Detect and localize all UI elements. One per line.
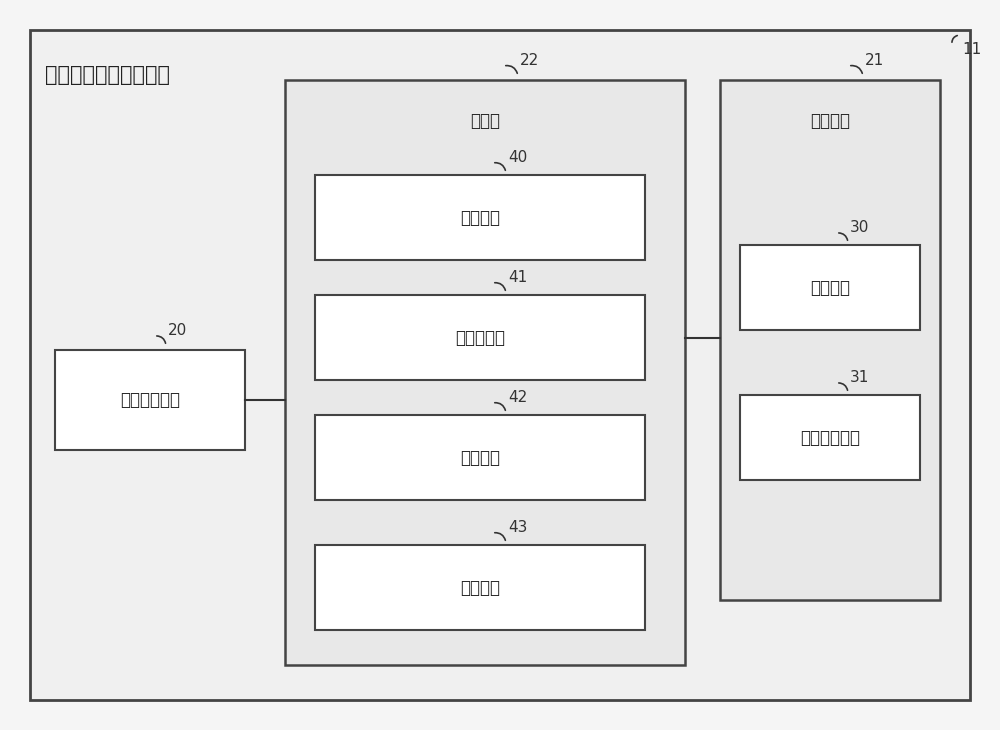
Text: 22: 22 xyxy=(520,53,539,68)
FancyBboxPatch shape xyxy=(315,545,645,630)
Text: 生产调度计划支持设备: 生产调度计划支持设备 xyxy=(45,65,170,85)
FancyBboxPatch shape xyxy=(30,30,970,700)
FancyBboxPatch shape xyxy=(55,350,245,450)
Text: 项目配置信息: 项目配置信息 xyxy=(800,429,860,447)
Text: 21: 21 xyxy=(865,53,884,68)
Text: 控制器: 控制器 xyxy=(470,112,500,130)
FancyBboxPatch shape xyxy=(720,80,940,600)
FancyBboxPatch shape xyxy=(740,245,920,330)
Text: 41: 41 xyxy=(508,270,527,285)
Text: 42: 42 xyxy=(508,390,527,405)
FancyBboxPatch shape xyxy=(285,80,685,665)
Text: 显示控制器: 显示控制器 xyxy=(455,328,505,347)
Text: 30: 30 xyxy=(850,220,869,235)
FancyBboxPatch shape xyxy=(315,175,645,260)
Text: 11: 11 xyxy=(962,42,981,57)
Text: 接收单元: 接收单元 xyxy=(460,209,500,226)
Text: 43: 43 xyxy=(508,520,527,535)
Text: 20: 20 xyxy=(168,323,187,338)
Text: 输出单元: 输出单元 xyxy=(460,578,500,596)
Text: 存储单元: 存储单元 xyxy=(810,112,850,130)
Text: 31: 31 xyxy=(850,370,869,385)
FancyBboxPatch shape xyxy=(315,295,645,380)
FancyBboxPatch shape xyxy=(740,395,920,480)
FancyBboxPatch shape xyxy=(315,415,645,500)
Text: 任务信息: 任务信息 xyxy=(810,279,850,296)
Text: 40: 40 xyxy=(508,150,527,165)
Text: 提取单元: 提取单元 xyxy=(460,448,500,466)
Text: 通信接口单元: 通信接口单元 xyxy=(120,391,180,409)
